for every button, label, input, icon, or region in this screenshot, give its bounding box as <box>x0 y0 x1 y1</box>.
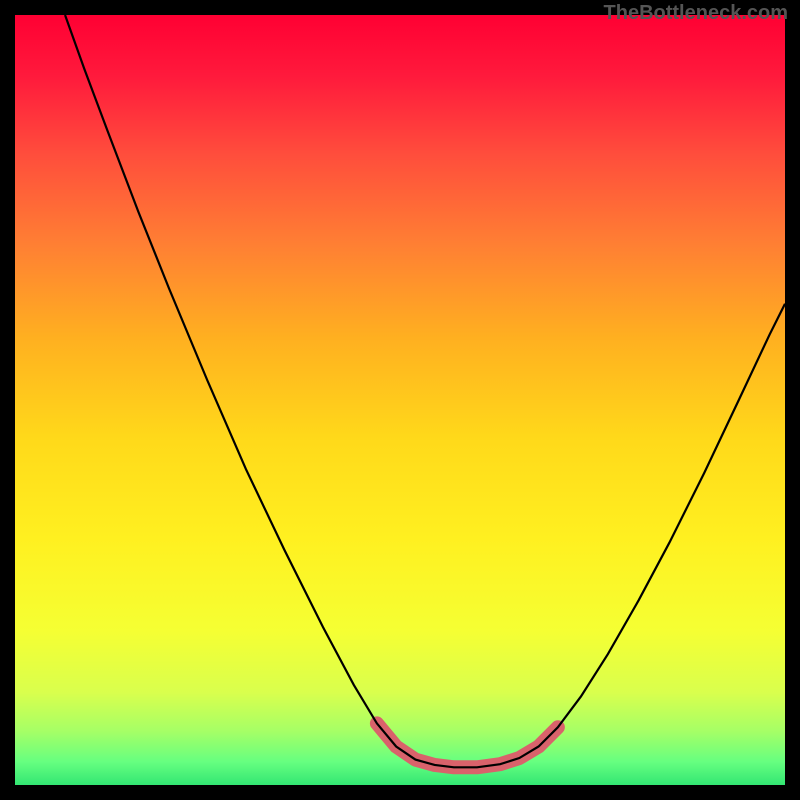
watermark-text: TheBottleneck.com <box>604 2 788 25</box>
chart-container: TheBottleneck.com <box>0 0 800 800</box>
plot-area <box>15 15 785 785</box>
